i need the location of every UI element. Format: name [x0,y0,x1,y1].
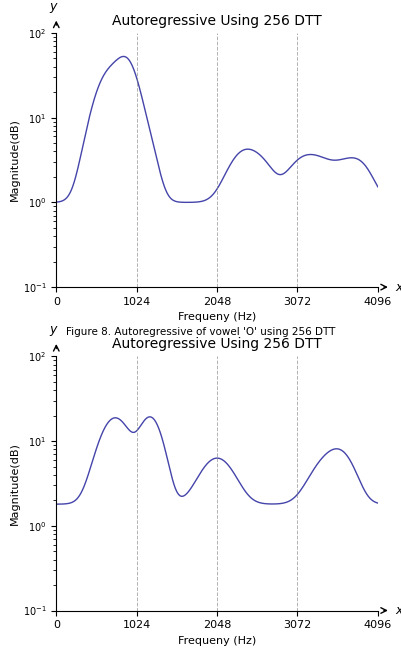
Title: Autoregressive Using 256 DTT: Autoregressive Using 256 DTT [112,14,321,28]
Text: Figure 8. Autoregressive of vowel 'O' using 256 DTT: Figure 8. Autoregressive of vowel 'O' us… [66,327,335,337]
Title: Autoregressive Using 256 DTT: Autoregressive Using 256 DTT [112,337,321,351]
X-axis label: Frequeny (Hz): Frequeny (Hz) [178,636,255,645]
Y-axis label: Magnitude(dB): Magnitude(dB) [10,119,20,201]
Text: x: x [395,280,401,294]
Y-axis label: Magnitude(dB): Magnitude(dB) [10,442,20,525]
Text: y: y [49,323,57,336]
Text: x: x [395,604,401,617]
X-axis label: Frequeny (Hz): Frequeny (Hz) [178,312,255,322]
Text: y: y [49,0,57,13]
